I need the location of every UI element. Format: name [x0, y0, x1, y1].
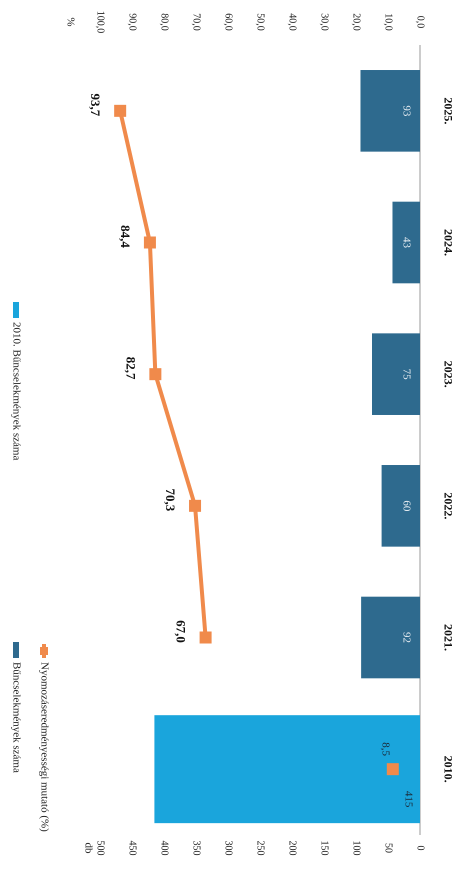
legend-swatch: [13, 302, 19, 318]
line-point: [386, 763, 399, 776]
left-axis-tick-label: 450: [127, 841, 138, 856]
category-label: 2023.: [441, 361, 455, 388]
left-axis-tick-label: 300: [223, 841, 234, 856]
left-axis-tick-label: 0: [415, 846, 426, 851]
line-point: [149, 368, 162, 381]
line-point: [114, 104, 127, 117]
right-axis-tick-label: 70,0: [191, 13, 202, 31]
left-axis-tick-label: 350: [191, 841, 202, 856]
right-axis-tick-label: 30,0: [319, 13, 330, 31]
right-axis-tick-label: 80,0: [159, 13, 170, 31]
line-value-label: 84,4: [118, 225, 133, 248]
left-axis-tick-label: 100: [351, 841, 362, 856]
bar-value-label: 60: [400, 500, 412, 512]
left-axis-tick-label: 500: [95, 841, 106, 856]
bar-value-label: 43: [400, 237, 412, 249]
bar-value-label: 93: [400, 105, 412, 117]
bar-value-label: 75: [400, 369, 412, 381]
category-label: 2010.: [441, 756, 455, 783]
line-point: [199, 631, 212, 644]
right-axis-tick-label: 10,0: [383, 13, 394, 31]
right-axis-unit: %: [64, 17, 76, 26]
bar: [361, 596, 420, 679]
category-label: 2024.: [441, 229, 455, 256]
left-axis-tick-label: 50: [383, 843, 394, 853]
right-axis-tick-label: 60,0: [223, 13, 234, 31]
right-axis-tick-label: 40,0: [287, 13, 298, 31]
category-label: 2025.: [441, 97, 455, 124]
left-axis-tick-label: 200: [287, 841, 298, 856]
bar: [392, 201, 420, 284]
left-axis-unit: db: [82, 843, 94, 855]
legend-swatch: [13, 642, 19, 658]
line-value-label: 67,0: [174, 620, 189, 643]
line-value-label: 8,5: [379, 742, 391, 756]
category-label: 2021.: [441, 624, 455, 651]
bar: [360, 70, 420, 152]
right-axis-tick-label: 0,0: [415, 16, 426, 29]
bar-value-label: 415: [402, 791, 414, 808]
bar: [154, 715, 420, 824]
right-axis-tick-label: 90,0: [127, 13, 138, 31]
legend-label: 2010. Bűncselekmények száma: [10, 322, 22, 460]
line-value-label: 70,3: [163, 488, 178, 511]
line-series: 8,5 67,0 70,3 82,7 84,4 93,7: [88, 93, 399, 776]
right-axis-tick-label: 20,0: [351, 13, 362, 31]
line-value-label: 93,7: [88, 93, 103, 116]
legend-marker: [40, 647, 48, 655]
left-axis-tick-label: 150: [319, 841, 330, 856]
left-axis-tick-label: 250: [255, 841, 266, 856]
legend-label: Nyomozáseredményességi mutató (%): [38, 662, 50, 832]
category-label: 2022.: [441, 492, 455, 519]
legend-label: Bűncselekmények száma: [10, 662, 22, 773]
line-value-label: 82,7: [123, 357, 138, 380]
right-axis-tick-label: 100,0: [95, 11, 106, 34]
line-point: [143, 236, 156, 249]
bar: [381, 465, 420, 547]
bar: [372, 333, 420, 415]
bars: 92 60 75 43 93 415: [154, 70, 420, 824]
legend: Bűncselekmények száma Nyomozáseredményess…: [10, 302, 50, 832]
left-axis-tick-label: 400: [159, 841, 170, 856]
axes: 0 50 100 150 200 250 300 350 400 450 500 0,0 10,0 20,…: [64, 11, 455, 856]
bar-value-label: 92: [400, 632, 412, 643]
line-point: [189, 499, 202, 512]
right-axis-tick-label: 50,0: [255, 13, 266, 31]
